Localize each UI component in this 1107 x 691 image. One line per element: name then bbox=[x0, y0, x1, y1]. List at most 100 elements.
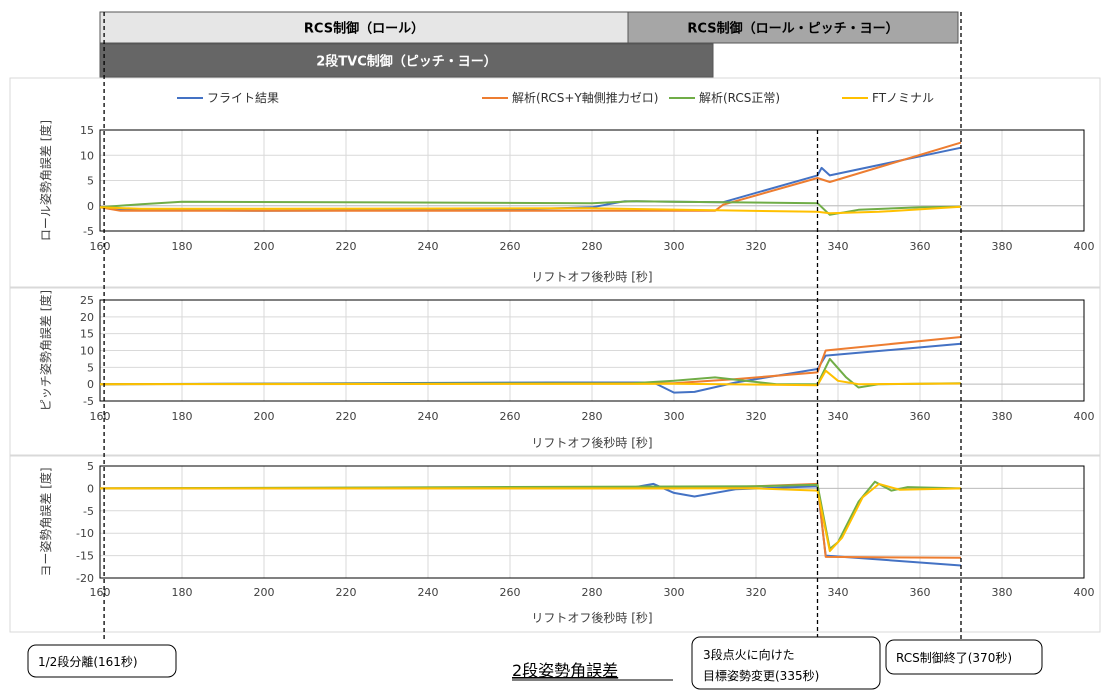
x-tick-label-0-12: 400 bbox=[1074, 240, 1095, 253]
y-tick-label-2-0: -20 bbox=[76, 572, 94, 585]
x-tick-label-1-4: 240 bbox=[418, 410, 439, 423]
y-tick-label-0-0: -5 bbox=[83, 225, 94, 238]
callout-separation: 1/2段分離(161秒) bbox=[38, 654, 138, 669]
phase-bar-1 bbox=[627, 11, 959, 44]
plot-area-0 bbox=[99, 129, 1085, 232]
y-tick-label-0-4: 15 bbox=[80, 124, 94, 137]
y-tick-label-1-5: 20 bbox=[80, 311, 94, 324]
phase-bar-label-1: RCS制御（ロール・ピッチ・ヨー） bbox=[687, 21, 898, 37]
callout-rcs-end: RCS制御終了(370秒) bbox=[896, 650, 1012, 665]
x-tick-label-2-4: 240 bbox=[418, 586, 439, 599]
legend-entry-1: 解析(RCS+Y軸側推力ゼロ) bbox=[512, 91, 659, 105]
callout-separation-box bbox=[27, 644, 177, 678]
legend-entry-3: FTノミナル bbox=[872, 91, 934, 105]
phase-bars: RCS制御（ロール） RCS制御（ロール・ピッチ・ヨー） 2段TVC制御（ピッチ・ヨ… bbox=[99, 11, 959, 78]
phase-bar-label-2: 2段TVC制御（ピッチ・ヨー） bbox=[316, 54, 497, 70]
y-axis-title-1: ピッチ姿勢角誤差 [度] bbox=[38, 290, 53, 411]
panel-0: -5 0 5 10 15 160 180 200 220 240 260 280 300 320 340 36… bbox=[38, 120, 1095, 284]
x-tick-label-1-0: 160 bbox=[90, 410, 111, 423]
y-tick-label-2-3: -5 bbox=[83, 505, 94, 518]
x-tick-label-0-3: 220 bbox=[336, 240, 357, 253]
callout-attitude-change-box bbox=[691, 636, 881, 690]
callout-attitude-change-line2: 目標姿勢変更(335秒) bbox=[703, 668, 819, 683]
x-tick-label-1-6: 280 bbox=[582, 410, 603, 423]
legend: フライト結果 解析(RCS+Y軸側推力ゼロ) 解析(RCS正常) FTノミナル bbox=[177, 91, 934, 105]
x-tick-label-0-4: 240 bbox=[418, 240, 439, 253]
x-tick-label-0-2: 200 bbox=[254, 240, 275, 253]
y-tick-label-2-4: 0 bbox=[87, 482, 94, 495]
x-tick-label-1-10: 360 bbox=[910, 410, 931, 423]
series-line-0-2 bbox=[99, 200, 962, 216]
callouts: 1/2段分離(161秒) 3段点火に向けた 目標姿勢変更(335秒) RCS制御… bbox=[27, 636, 1043, 690]
x-tick-label-2-3: 220 bbox=[336, 586, 357, 599]
x-tick-label-0-10: 360 bbox=[910, 240, 931, 253]
plot-area-2 bbox=[99, 465, 1085, 579]
y-tick-label-1-0: -5 bbox=[83, 395, 94, 408]
y-tick-label-1-3: 10 bbox=[80, 345, 94, 358]
plot-area-1 bbox=[99, 299, 1085, 402]
x-tick-label-0-6: 280 bbox=[582, 240, 603, 253]
x-axis-title-0: リフトオフ後秒時 [秒] bbox=[531, 270, 652, 284]
callout-attitude-change-line1: 3段点火に向けた bbox=[703, 647, 795, 662]
y-axis-title-2: ヨー姿勢角誤差 [度] bbox=[38, 467, 53, 576]
x-tick-label-1-12: 400 bbox=[1074, 410, 1095, 423]
x-tick-label-0-5: 260 bbox=[500, 240, 521, 253]
x-tick-label-1-1: 180 bbox=[172, 410, 193, 423]
x-tick-label-1-9: 340 bbox=[828, 410, 849, 423]
x-tick-label-2-7: 300 bbox=[664, 586, 685, 599]
x-axis-title-2: リフトオフ後秒時 [秒] bbox=[531, 611, 652, 625]
x-tick-label-2-5: 260 bbox=[500, 586, 521, 599]
x-tick-label-2-10: 360 bbox=[910, 586, 931, 599]
x-tick-label-2-6: 280 bbox=[582, 586, 603, 599]
x-tick-label-0-0: 160 bbox=[90, 240, 111, 253]
x-tick-label-0-1: 180 bbox=[172, 240, 193, 253]
x-tick-label-2-8: 320 bbox=[746, 586, 767, 599]
series-line-1-0 bbox=[99, 342, 962, 394]
y-tick-label-2-2: -10 bbox=[76, 527, 94, 540]
series-line-2-0 bbox=[99, 482, 962, 567]
chart-panels: フライト結果 解析(RCS+Y軸側推力ゼロ) 解析(RCS正常) FTノミナル -5 0 5… bbox=[9, 77, 1101, 633]
x-tick-label-0-11: 380 bbox=[992, 240, 1013, 253]
x-tick-label-1-11: 380 bbox=[992, 410, 1013, 423]
series-line-0-3 bbox=[99, 205, 962, 215]
x-tick-label-0-9: 340 bbox=[828, 240, 849, 253]
legend-entry-0: フライト結果 bbox=[207, 91, 279, 105]
x-tick-label-2-2: 200 bbox=[254, 586, 275, 599]
legend-entry-2: 解析(RCS正常) bbox=[699, 91, 780, 105]
y-tick-label-2-5: 5 bbox=[87, 460, 94, 473]
y-tick-label-1-1: 0 bbox=[87, 378, 94, 391]
chart-frame-1 bbox=[9, 287, 1101, 456]
phase-bar-2 bbox=[99, 43, 714, 78]
y-tick-label-0-3: 10 bbox=[80, 149, 94, 162]
x-tick-label-1-5: 260 bbox=[500, 410, 521, 423]
series-line-2-3 bbox=[100, 482, 962, 553]
panel-2: -20 -15 -10 -5 0 5 160 180 200 220 240 260 280 300 320… bbox=[38, 460, 1095, 625]
figure-caption: 2段姿勢角誤差 bbox=[512, 661, 618, 680]
y-tick-label-0-2: 5 bbox=[87, 175, 94, 188]
panel-1: -5 0 5 10 15 20 25 160 180 200 220 240 260 280 300 320 3… bbox=[38, 290, 1095, 450]
x-axis-title-1: リフトオフ後秒時 [秒] bbox=[531, 436, 652, 450]
y-tick-label-0-1: 0 bbox=[87, 200, 94, 213]
series-line-0-1 bbox=[99, 141, 962, 212]
series-line-2-2 bbox=[99, 480, 962, 550]
phase-bar-label-0: RCS制御（ロール） bbox=[304, 21, 424, 37]
phase-bar-0 bbox=[99, 11, 629, 44]
x-tick-label-1-3: 220 bbox=[336, 410, 357, 423]
chart-frame-2 bbox=[9, 455, 1101, 633]
x-tick-label-1-8: 320 bbox=[746, 410, 767, 423]
callout-rcs-end-box bbox=[885, 639, 1043, 675]
x-tick-label-2-12: 400 bbox=[1074, 586, 1095, 599]
y-axis-title-0: ロール姿勢角誤差 [度] bbox=[38, 120, 53, 241]
event-lines bbox=[103, 12, 962, 640]
x-tick-label-2-9: 340 bbox=[828, 586, 849, 599]
series-line-1-3 bbox=[99, 369, 962, 387]
y-tick-label-2-1: -15 bbox=[76, 550, 94, 563]
x-tick-label-2-11: 380 bbox=[992, 586, 1013, 599]
y-tick-label-1-6: 25 bbox=[80, 294, 94, 307]
x-tick-label-1-2: 200 bbox=[254, 410, 275, 423]
x-tick-label-1-7: 300 bbox=[664, 410, 685, 423]
x-tick-label-2-1: 180 bbox=[172, 586, 193, 599]
y-tick-label-1-4: 15 bbox=[80, 328, 94, 341]
x-tick-label-2-0: 160 bbox=[90, 586, 111, 599]
chart-frame-0 bbox=[9, 77, 1101, 288]
